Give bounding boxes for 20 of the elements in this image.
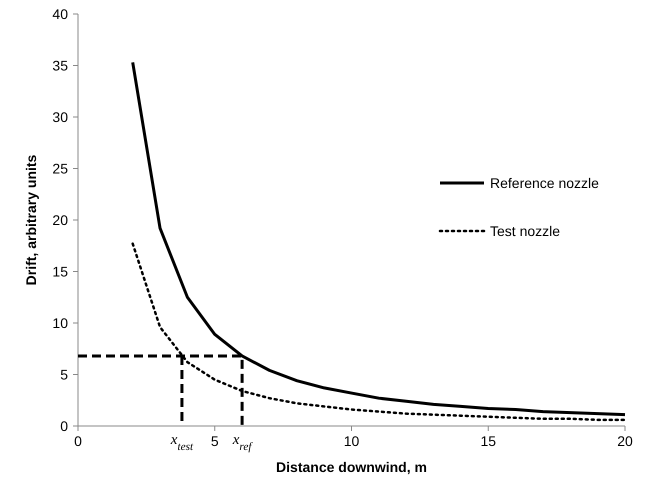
y-tick-label: 30 bbox=[52, 108, 68, 125]
x-tick-label: 15 bbox=[480, 433, 496, 449]
x-tick-label: 5 bbox=[210, 433, 219, 449]
y-tick-label: 15 bbox=[52, 263, 68, 280]
x-tick-label: 10 bbox=[344, 433, 360, 449]
y-tick-label: 35 bbox=[52, 57, 68, 74]
x-tick-label: 20 bbox=[617, 433, 633, 449]
legend-label: Test nozzle bbox=[490, 222, 560, 239]
x-tick-label: 0 bbox=[74, 433, 82, 449]
y-tick-label: 0 bbox=[60, 418, 68, 434]
y-tick-label: 40 bbox=[52, 6, 68, 22]
y-tick-label: 10 bbox=[52, 314, 68, 331]
annotation: x$_{test}$ bbox=[170, 432, 194, 453]
y-tick-label: 5 bbox=[60, 366, 68, 382]
y-axis-title: Drift, arbitrary units bbox=[23, 154, 39, 286]
x-axis-title: Distance downwind, m bbox=[276, 459, 427, 475]
legend-label: Reference nozzle bbox=[490, 174, 600, 191]
y-tick-label: 25 bbox=[52, 160, 68, 176]
annotation: x$_{ref}$ bbox=[232, 432, 254, 453]
y-tick-label: 20 bbox=[52, 212, 68, 228]
